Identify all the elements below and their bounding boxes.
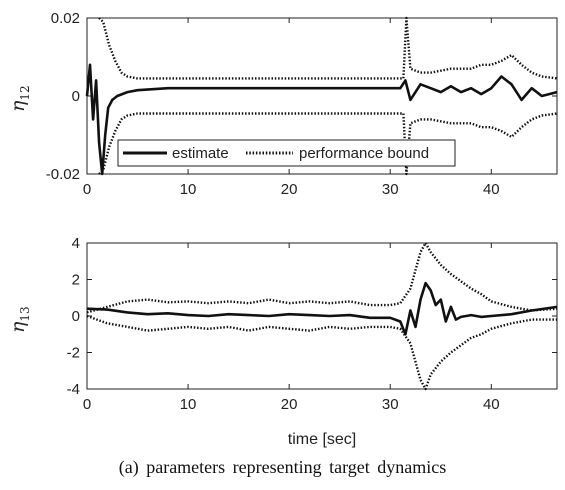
x-tick-label: 10: [180, 396, 197, 413]
estimate-line: [85, 63, 558, 176]
series-group: [85, 16, 558, 176]
y-ticks: -4 -2 0 2 4: [67, 235, 557, 398]
y-axis-label-symbol: η: [7, 100, 29, 112]
y-tick-label: -2: [67, 345, 80, 362]
x-ticks: 0 10 20 30 40: [83, 243, 500, 413]
x-tick-label: 30: [382, 396, 399, 413]
y-axis-label: η12: [7, 85, 32, 112]
x-ticks: 0 10 20 30 40: [83, 18, 500, 198]
series-group: [86, 241, 558, 391]
x-tick-label: 10: [180, 181, 197, 198]
y-axis-label-subscript: 13: [18, 306, 32, 321]
y-tick-label: 0: [72, 88, 80, 105]
x-axis-label: time [sec]: [288, 431, 356, 448]
x-tick-label: 30: [382, 181, 399, 198]
y-tick-label: 0.02: [51, 10, 80, 27]
legend-label-performance-bound: performance bound: [299, 145, 429, 162]
x-tick-label: 40: [483, 396, 500, 413]
y-tick-label: 0: [72, 308, 80, 325]
y-tick-label: 4: [72, 235, 80, 252]
panel-eta13: -4 -2 0 2 4 0 10 20 30 40 η13 time [sec]: [7, 235, 558, 448]
y-ticks: -0.02 0 0.02: [46, 10, 557, 183]
x-tick-label: 20: [281, 396, 298, 413]
x-tick-label: 40: [483, 181, 500, 198]
y-axis-label: η13: [7, 306, 32, 333]
performance-bound-line: [86, 314, 557, 391]
y-tick-label: 2: [72, 272, 80, 289]
x-tick-label: 0: [83, 181, 91, 198]
figure-caption: (a) parameters representing target dynam…: [118, 457, 447, 477]
performance-bound-line: [98, 112, 558, 176]
performance-bound-line: [86, 241, 558, 314]
y-axis-label-subscript: 12: [18, 85, 32, 100]
y-axis-label-symbol: η: [7, 321, 29, 333]
y-tick-label: -4: [67, 381, 80, 398]
x-tick-label: 0: [83, 396, 91, 413]
y-tick-label: -0.02: [46, 166, 80, 183]
legend: estimate performance bound: [117, 139, 456, 167]
legend-label-estimate: estimate: [172, 145, 229, 162]
x-tick-label: 20: [281, 181, 298, 198]
